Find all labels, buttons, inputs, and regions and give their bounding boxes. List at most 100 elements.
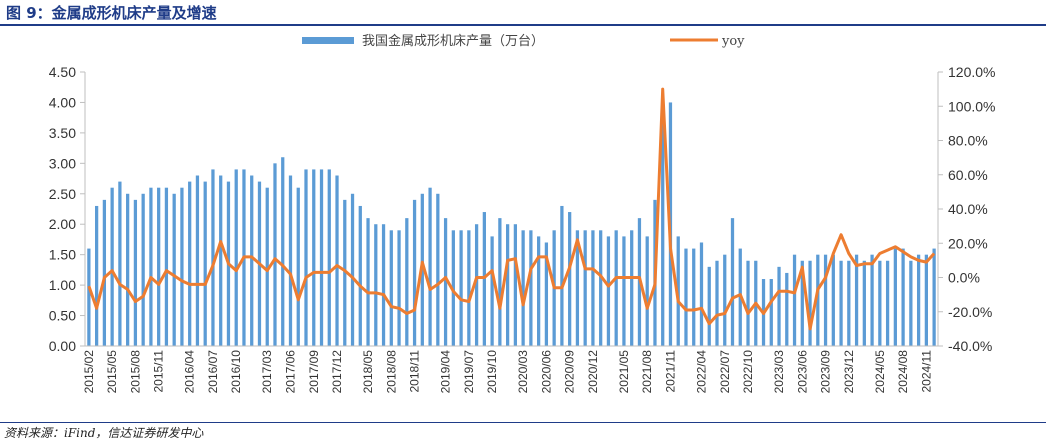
x-tick-label: 2016/07: [206, 350, 220, 394]
source-note: 资料来源：iFind，信达证券研发中心: [4, 426, 204, 440]
bar: [443, 218, 448, 346]
bar: [916, 254, 921, 346]
left-tick-label: 1.00: [49, 277, 76, 293]
bar: [715, 260, 719, 346]
x-tick-label: 2021/08: [640, 350, 654, 394]
x-tick-label: 2019/07: [462, 350, 476, 394]
bar: [823, 254, 828, 346]
x-tick-label: 2019/04: [439, 350, 453, 394]
bar: [816, 254, 820, 346]
bar: [172, 193, 176, 346]
x-tick-label: 2016/04: [183, 350, 197, 394]
bar: [777, 266, 781, 346]
bar: [211, 169, 215, 346]
left-tick-label: 2.50: [49, 186, 76, 202]
x-tick-label: 2022/10: [741, 350, 755, 394]
bar: [870, 254, 874, 346]
x-tick-label: 2018/08: [384, 350, 398, 394]
bar: [909, 260, 913, 346]
bar: [482, 212, 486, 346]
bar: [219, 175, 223, 346]
left-axis: 0.00 0.50 1.00 1.50 2.00 2.50 3.00 3.50 4.00 4.50: [49, 64, 86, 354]
legend-line-label: yoy: [721, 34, 745, 49]
bar: [622, 236, 626, 346]
bar: [630, 230, 634, 346]
bar: [474, 224, 479, 346]
bar: [885, 260, 890, 346]
bar: [397, 230, 401, 346]
x-tick-label: 2017/03: [260, 350, 274, 394]
bar: [319, 169, 324, 346]
bar: [490, 236, 494, 346]
x-tick-label: 2022/04: [694, 350, 708, 394]
bar: [839, 260, 843, 346]
left-tick-label: 4.00: [49, 94, 76, 110]
bar: [847, 260, 851, 346]
x-tick-label: 2024/08: [896, 350, 910, 394]
bar: [723, 254, 727, 346]
bar: [498, 218, 502, 346]
bar: [901, 248, 905, 346]
bar: [808, 260, 812, 346]
x-tick-label: 2023/06: [795, 350, 809, 394]
right-tick-label: 40.0%: [948, 201, 988, 217]
bar: [692, 248, 696, 346]
x-tick-label: 2021/11: [663, 350, 677, 393]
yoy-line: [87, 87, 936, 331]
bar: [133, 199, 138, 346]
x-tick-label: 2020/12: [586, 350, 600, 394]
x-tick-label: 2015/02: [82, 350, 96, 394]
x-tick-label: 2020/06: [539, 350, 553, 394]
bar: [661, 114, 665, 346]
bar: [180, 187, 184, 346]
bar: [699, 242, 704, 346]
bar: [505, 224, 510, 346]
bar: [350, 193, 355, 346]
bar: [769, 279, 773, 346]
figure-title: 图 9：金属成形机床产量及增速: [6, 4, 217, 22]
right-tick-label: 60.0%: [948, 167, 988, 183]
bar: [676, 236, 680, 346]
legend-bar-swatch: [302, 37, 354, 44]
x-tick-label: 2023/09: [819, 350, 833, 394]
bar: [831, 254, 835, 346]
x-tick-label: 2017/12: [330, 350, 344, 394]
bar: [304, 169, 308, 346]
x-axis: 2015/02 2015/05 2015/08 2015/11 2016/04 2016/…: [82, 345, 938, 394]
legend-bar-label: 我国金属成形机床产量（万台）: [362, 33, 544, 49]
bar: [544, 242, 549, 346]
bar: [250, 175, 254, 346]
bar: [118, 181, 122, 346]
bar: [467, 230, 471, 346]
bar: [234, 169, 238, 346]
title-rule: [0, 24, 1046, 26]
bar: [707, 266, 711, 346]
bar: [529, 230, 533, 346]
bar: [273, 163, 277, 346]
x-tick-label: 2017/09: [307, 350, 321, 394]
x-tick-label: 2020/09: [563, 350, 577, 394]
bar: [583, 230, 587, 346]
bar: [412, 199, 417, 346]
left-tick-label: 3.50: [49, 125, 76, 141]
x-tick-label: 2024/05: [873, 350, 887, 394]
x-tick-label: 2015/11: [152, 350, 166, 393]
line-series: [87, 87, 936, 331]
bar: [389, 230, 393, 346]
combo-chart: 我国金属成形机床产量（万台） yoy 0.00 0.50 1.00 1.50 2.00 2…: [49, 33, 996, 394]
x-tick-label: 2015/05: [105, 350, 119, 394]
x-tick-label: 2020/03: [516, 350, 530, 394]
x-tick-label: 2018/11: [408, 350, 422, 393]
bar: [288, 175, 293, 346]
x-tick-label: 2019/10: [485, 350, 499, 394]
bar: [95, 205, 99, 346]
bar: [126, 193, 130, 346]
bar: [521, 230, 525, 346]
bar: [537, 236, 541, 346]
bar: [459, 230, 463, 346]
right-tick-label: 0.0%: [948, 270, 980, 286]
bar: [606, 236, 611, 346]
footer-rule: [0, 422, 1046, 423]
left-tick-label: 0.00: [49, 338, 76, 354]
bar: [110, 187, 114, 346]
